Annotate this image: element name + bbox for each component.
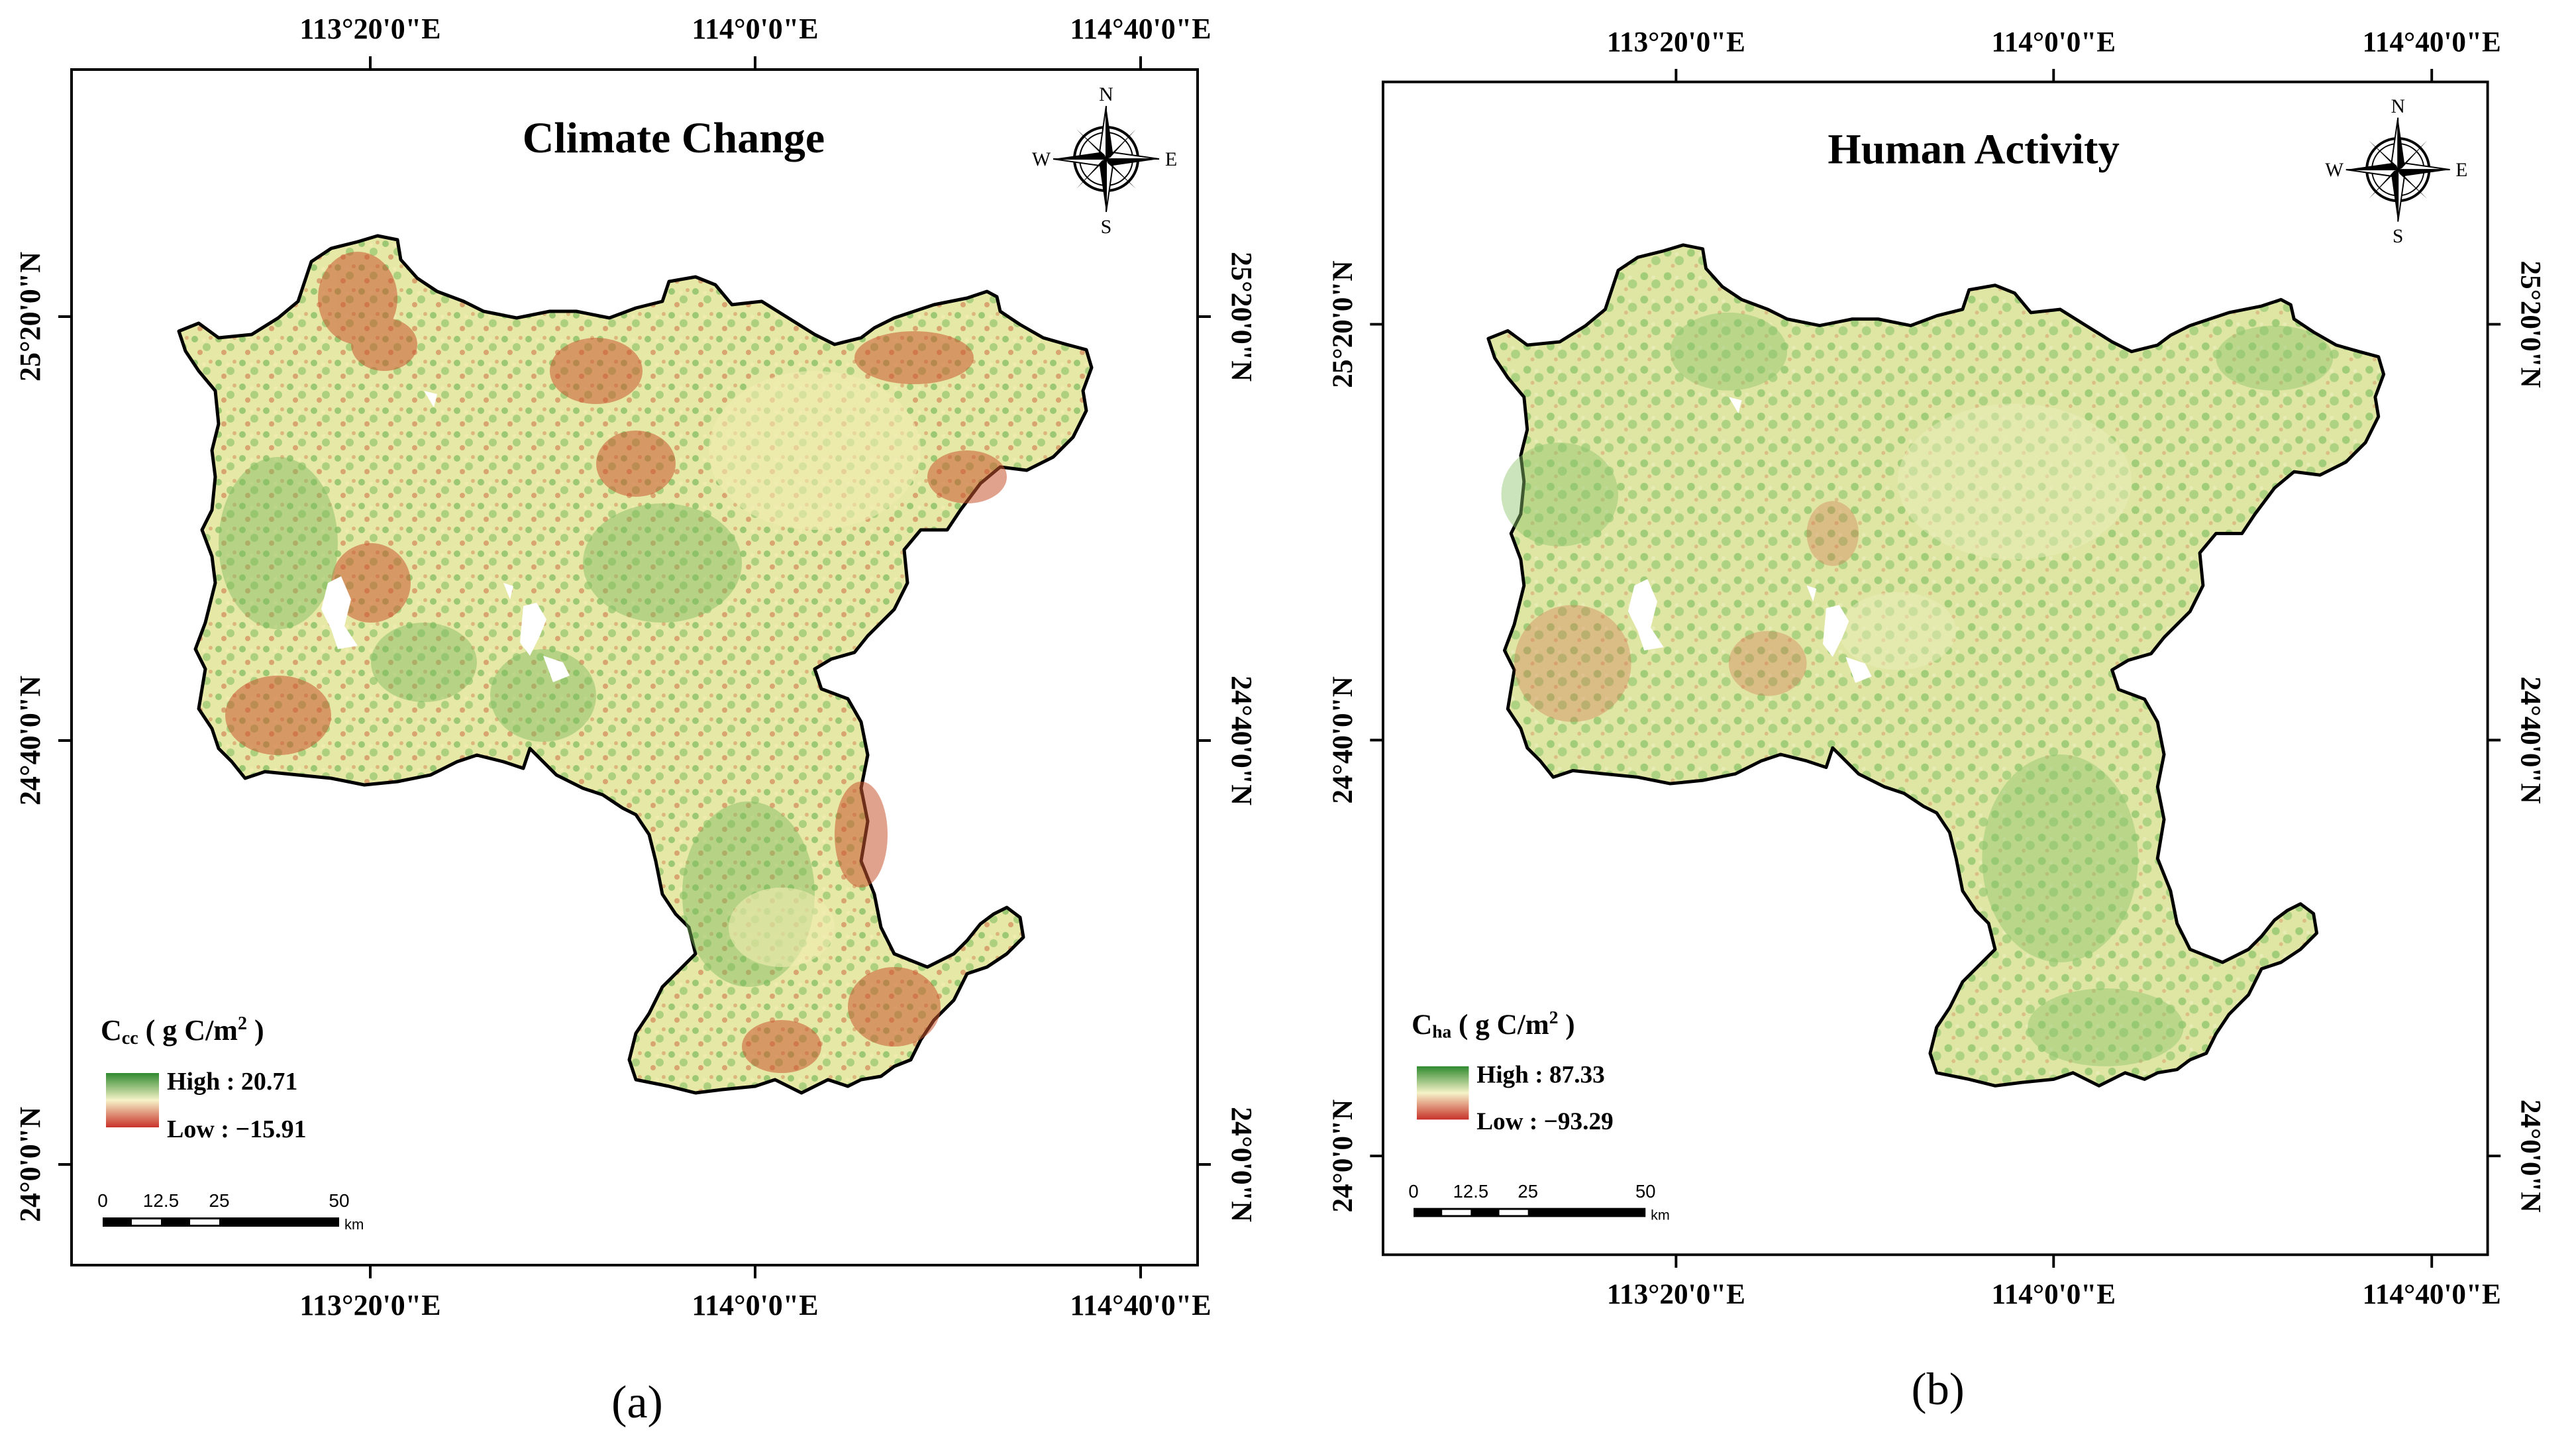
water-bodies	[321, 391, 570, 682]
lat-label-right-3: 24°0'0"N	[1225, 1107, 1258, 1222]
water-bodies	[1627, 397, 1872, 684]
panel-caption: (a)	[611, 1377, 663, 1428]
panel-human-activity: 113°20'0"E 114°0'0"E 114°40'0"E 113°20'0…	[1313, 0, 2576, 1438]
map-title: Human Activity	[1828, 125, 2120, 173]
lat-label-right-1: 25°20'0"N	[2515, 260, 2546, 387]
scale-tick-1: 12.5	[1453, 1181, 1488, 1202]
lon-label-top-2: 114°0'0"E	[692, 13, 818, 45]
lon-label-top-2: 114°0'0"E	[1992, 27, 2116, 58]
lon-label-top-1: 113°20'0"E	[299, 13, 440, 45]
legend-title: Cha ( g C/m2 )	[1412, 1007, 1575, 1042]
scale-tick-2: 25	[209, 1190, 229, 1211]
compass-n: N	[2391, 96, 2405, 117]
legend-low: Low : −15.91	[167, 1115, 307, 1143]
legend-high: High : 20.71	[167, 1068, 297, 1096]
scale-tick-3: 50	[1635, 1181, 1656, 1202]
graticule-ticks	[58, 56, 1211, 1278]
legend-title: Ccc ( g C/m2 )	[101, 1013, 264, 1049]
scale-bar: 0 12.5 25 50 km	[1408, 1181, 1669, 1223]
compass-n: N	[1099, 83, 1113, 105]
scale-tick-1: 12.5	[143, 1190, 180, 1211]
hotspot-overlays	[1514, 501, 1859, 722]
compass-s: S	[2393, 226, 2403, 247]
study-region	[1486, 243, 2386, 1088]
compass-s: S	[1101, 216, 1112, 238]
scale-tick-3: 50	[329, 1190, 349, 1211]
map-svg: 113°20'0"E 114°0'0"E 114°40'0"E 113°20'0…	[1327, 27, 2546, 1414]
compass-rose-icon: N S E W	[1032, 83, 1177, 238]
panel-climate-change: 113°20'0"E 114°0'0"E 114°40'0"E 113°20'0…	[14, 13, 1258, 1428]
compass-e: E	[2455, 160, 2467, 181]
lon-label-top-3: 114°40'0"E	[2363, 27, 2501, 58]
greening-overlays	[1501, 312, 2334, 1066]
compass-w: W	[1032, 148, 1051, 170]
compass-e: E	[1165, 148, 1177, 170]
legend-color-ramp	[106, 1073, 159, 1127]
lon-label-top-3: 114°40'0"E	[1070, 13, 1211, 45]
scale-tick-0: 0	[1408, 1181, 1418, 1202]
legend: Cha ( g C/m2 ) High : 87.33 Low : −93.29	[1412, 1007, 1614, 1135]
scale-bar: 0 12.5 25 50 km	[97, 1190, 364, 1233]
lat-label-left-2: 24°40'0"N	[1327, 676, 1359, 803]
compass-rose-icon: N S E W	[2325, 96, 2467, 247]
panel-caption: (b)	[1912, 1364, 1965, 1414]
lat-label-right-2: 24°40'0"N	[2515, 676, 2546, 803]
scale-tick-0: 0	[97, 1190, 108, 1211]
lat-label-left-1: 25°20'0"N	[1327, 260, 1359, 387]
lat-label-left-2: 24°40'0"N	[14, 676, 46, 805]
lon-label-bottom-3: 114°40'0"E	[2363, 1279, 2501, 1310]
hotspot-overlays	[225, 252, 1007, 1073]
legend-high: High : 87.33	[1476, 1061, 1605, 1088]
lat-label-right-1: 25°20'0"N	[1225, 252, 1258, 382]
pale-overlays	[1839, 403, 2132, 670]
scale-tick-2: 25	[1518, 1181, 1538, 1202]
lon-label-bottom-2: 114°0'0"E	[692, 1289, 818, 1321]
lat-label-left-1: 25°20'0"N	[14, 252, 46, 382]
compass-w: W	[2325, 160, 2344, 181]
lon-label-bottom-1: 113°20'0"E	[299, 1289, 440, 1321]
lat-label-left-3: 24°0'0"N	[14, 1107, 46, 1222]
legend-color-ramp	[1416, 1066, 1469, 1120]
lat-label-right-2: 24°40'0"N	[1225, 676, 1258, 805]
legend-low: Low : −93.29	[1476, 1108, 1614, 1135]
graticule-ticks	[1370, 69, 2501, 1268]
lon-label-bottom-3: 114°40'0"E	[1070, 1289, 1211, 1321]
pale-overlays	[709, 371, 921, 967]
lat-label-right-3: 24°0'0"N	[2515, 1100, 2546, 1213]
scale-unit: km	[344, 1216, 364, 1233]
lon-label-top-1: 113°20'0"E	[1607, 27, 1745, 58]
lon-label-bottom-1: 113°20'0"E	[1607, 1279, 1745, 1310]
lon-label-bottom-2: 114°0'0"E	[1992, 1279, 2116, 1310]
map-title: Climate Change	[523, 114, 825, 162]
legend: Ccc ( g C/m2 ) High : 20.71 Low : −15.91	[101, 1013, 307, 1143]
map-svg: 113°20'0"E 114°0'0"E 114°40'0"E 113°20'0…	[14, 13, 1258, 1428]
scale-unit: km	[1651, 1206, 1670, 1223]
lat-label-left-3: 24°0'0"N	[1327, 1100, 1359, 1213]
